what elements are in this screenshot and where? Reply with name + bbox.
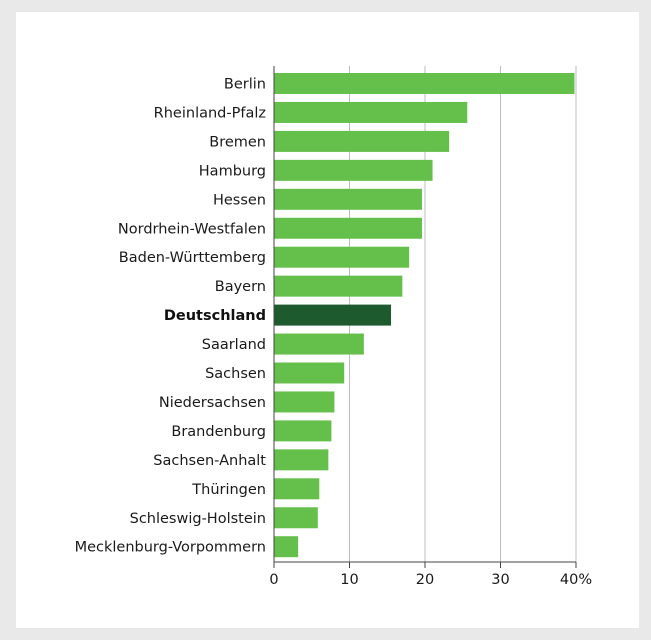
category-label-schleswig-holstein: Schleswig-Holstein <box>130 511 266 527</box>
bar-niedersachsen <box>274 391 335 413</box>
category-label-brandenburg: Brandenburg <box>171 424 266 440</box>
bar-saarland <box>274 333 364 355</box>
bar-hessen <box>274 188 422 210</box>
x-tick-label-10: 10 <box>340 572 358 588</box>
category-labels: Berlin Rheinland-Pfalz Bremen Hamburg Hessen… <box>75 77 267 556</box>
bar-nordrhein-westfalen <box>274 217 422 239</box>
bar-brandenburg <box>274 420 332 442</box>
bar-baden-wuerttemberg <box>274 246 410 268</box>
category-label-saarland: Saarland <box>202 337 266 353</box>
bar-sachsen <box>274 362 345 384</box>
category-label-berlin: Berlin <box>224 77 266 93</box>
category-label-sachsen-anhalt: Sachsen-Anhalt <box>153 453 266 469</box>
category-label-niedersachsen: Niedersachsen <box>159 395 266 411</box>
bar-bremen <box>274 130 450 152</box>
category-label-hessen: Hessen <box>213 192 266 208</box>
x-tick-label-40: 40% <box>560 572 592 588</box>
bar-deutschland <box>274 304 392 326</box>
category-label-deutschland: Deutschland <box>164 308 266 324</box>
bar-mecklenburg-vorpommern <box>274 536 299 558</box>
bar-bayern <box>274 275 403 297</box>
bar-thueringen <box>274 478 320 500</box>
bars <box>274 73 575 558</box>
axes <box>273 66 577 568</box>
category-label-bayern: Bayern <box>215 279 266 295</box>
category-label-bremen: Bremen <box>209 134 266 150</box>
x-tick-label-30: 30 <box>491 572 509 588</box>
bar-schleswig-holstein <box>274 507 318 529</box>
bar-rheinland-pfalz <box>274 101 468 123</box>
x-tick-label-0: 0 <box>269 572 278 588</box>
category-label-hamburg: Hamburg <box>199 163 266 179</box>
bar-sachsen-anhalt <box>274 449 329 471</box>
bar-berlin <box>274 73 575 94</box>
category-label-mecklenburg-vorpommern: Mecklenburg-Vorpommern <box>75 540 266 556</box>
category-label-thueringen: Thüringen <box>191 482 266 498</box>
category-label-baden-wuerttemberg: Baden-Württemberg <box>119 250 266 266</box>
x-tick-label-20: 20 <box>416 572 434 588</box>
category-label-rheinland-pfalz: Rheinland-Pfalz <box>154 105 266 121</box>
bar-hamburg <box>274 159 433 181</box>
tick-labels: 0 10 20 30 40% <box>269 572 592 588</box>
category-label-sachsen: Sachsen <box>205 366 266 382</box>
category-label-nordrhein-westfalen: Nordrhein-Westfalen <box>118 221 266 237</box>
